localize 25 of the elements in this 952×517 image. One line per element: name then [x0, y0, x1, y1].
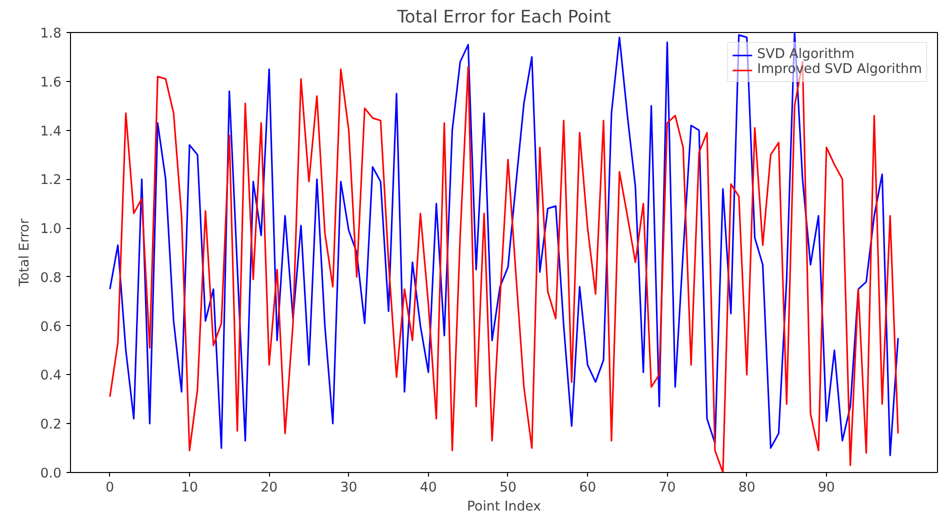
x-tick-label: 20	[260, 480, 278, 496]
x-tick-label: 30	[340, 480, 358, 496]
y-tick-label: 0.0	[40, 466, 62, 482]
x-tick-label: 50	[500, 480, 516, 496]
y-tick-label: 1.6	[40, 75, 62, 90]
legend-label: SVD Algorithm	[757, 47, 854, 62]
y-tick-label: 0.2	[40, 418, 62, 433]
y-tick-label: 1.0	[40, 222, 62, 238]
y-tick-label: 0.4	[40, 368, 62, 384]
x-tick-label: 10	[181, 480, 198, 496]
x-tick-label: 90	[818, 480, 835, 496]
y-tick-label: 1.8	[40, 26, 62, 42]
x-tick-label: 0	[106, 480, 114, 496]
x-tick-label: 80	[738, 480, 756, 496]
y-tick-label: 0.6	[40, 320, 62, 335]
y-tick-label: 0.8	[40, 270, 62, 286]
x-tick-label: 60	[579, 480, 596, 496]
x-tick-label: 70	[658, 480, 676, 496]
x-axis-title: Point Index	[466, 500, 542, 514]
y-tick-label: 1.2	[40, 173, 62, 188]
y-axis-title: Total Error	[17, 218, 32, 288]
y-tick-label: 1.4	[40, 124, 62, 140]
x-tick-label: 40	[420, 480, 437, 496]
chart-title: Total Error for Each Point	[396, 8, 612, 28]
legend-label: Improved SVD Algorithm	[757, 62, 922, 77]
